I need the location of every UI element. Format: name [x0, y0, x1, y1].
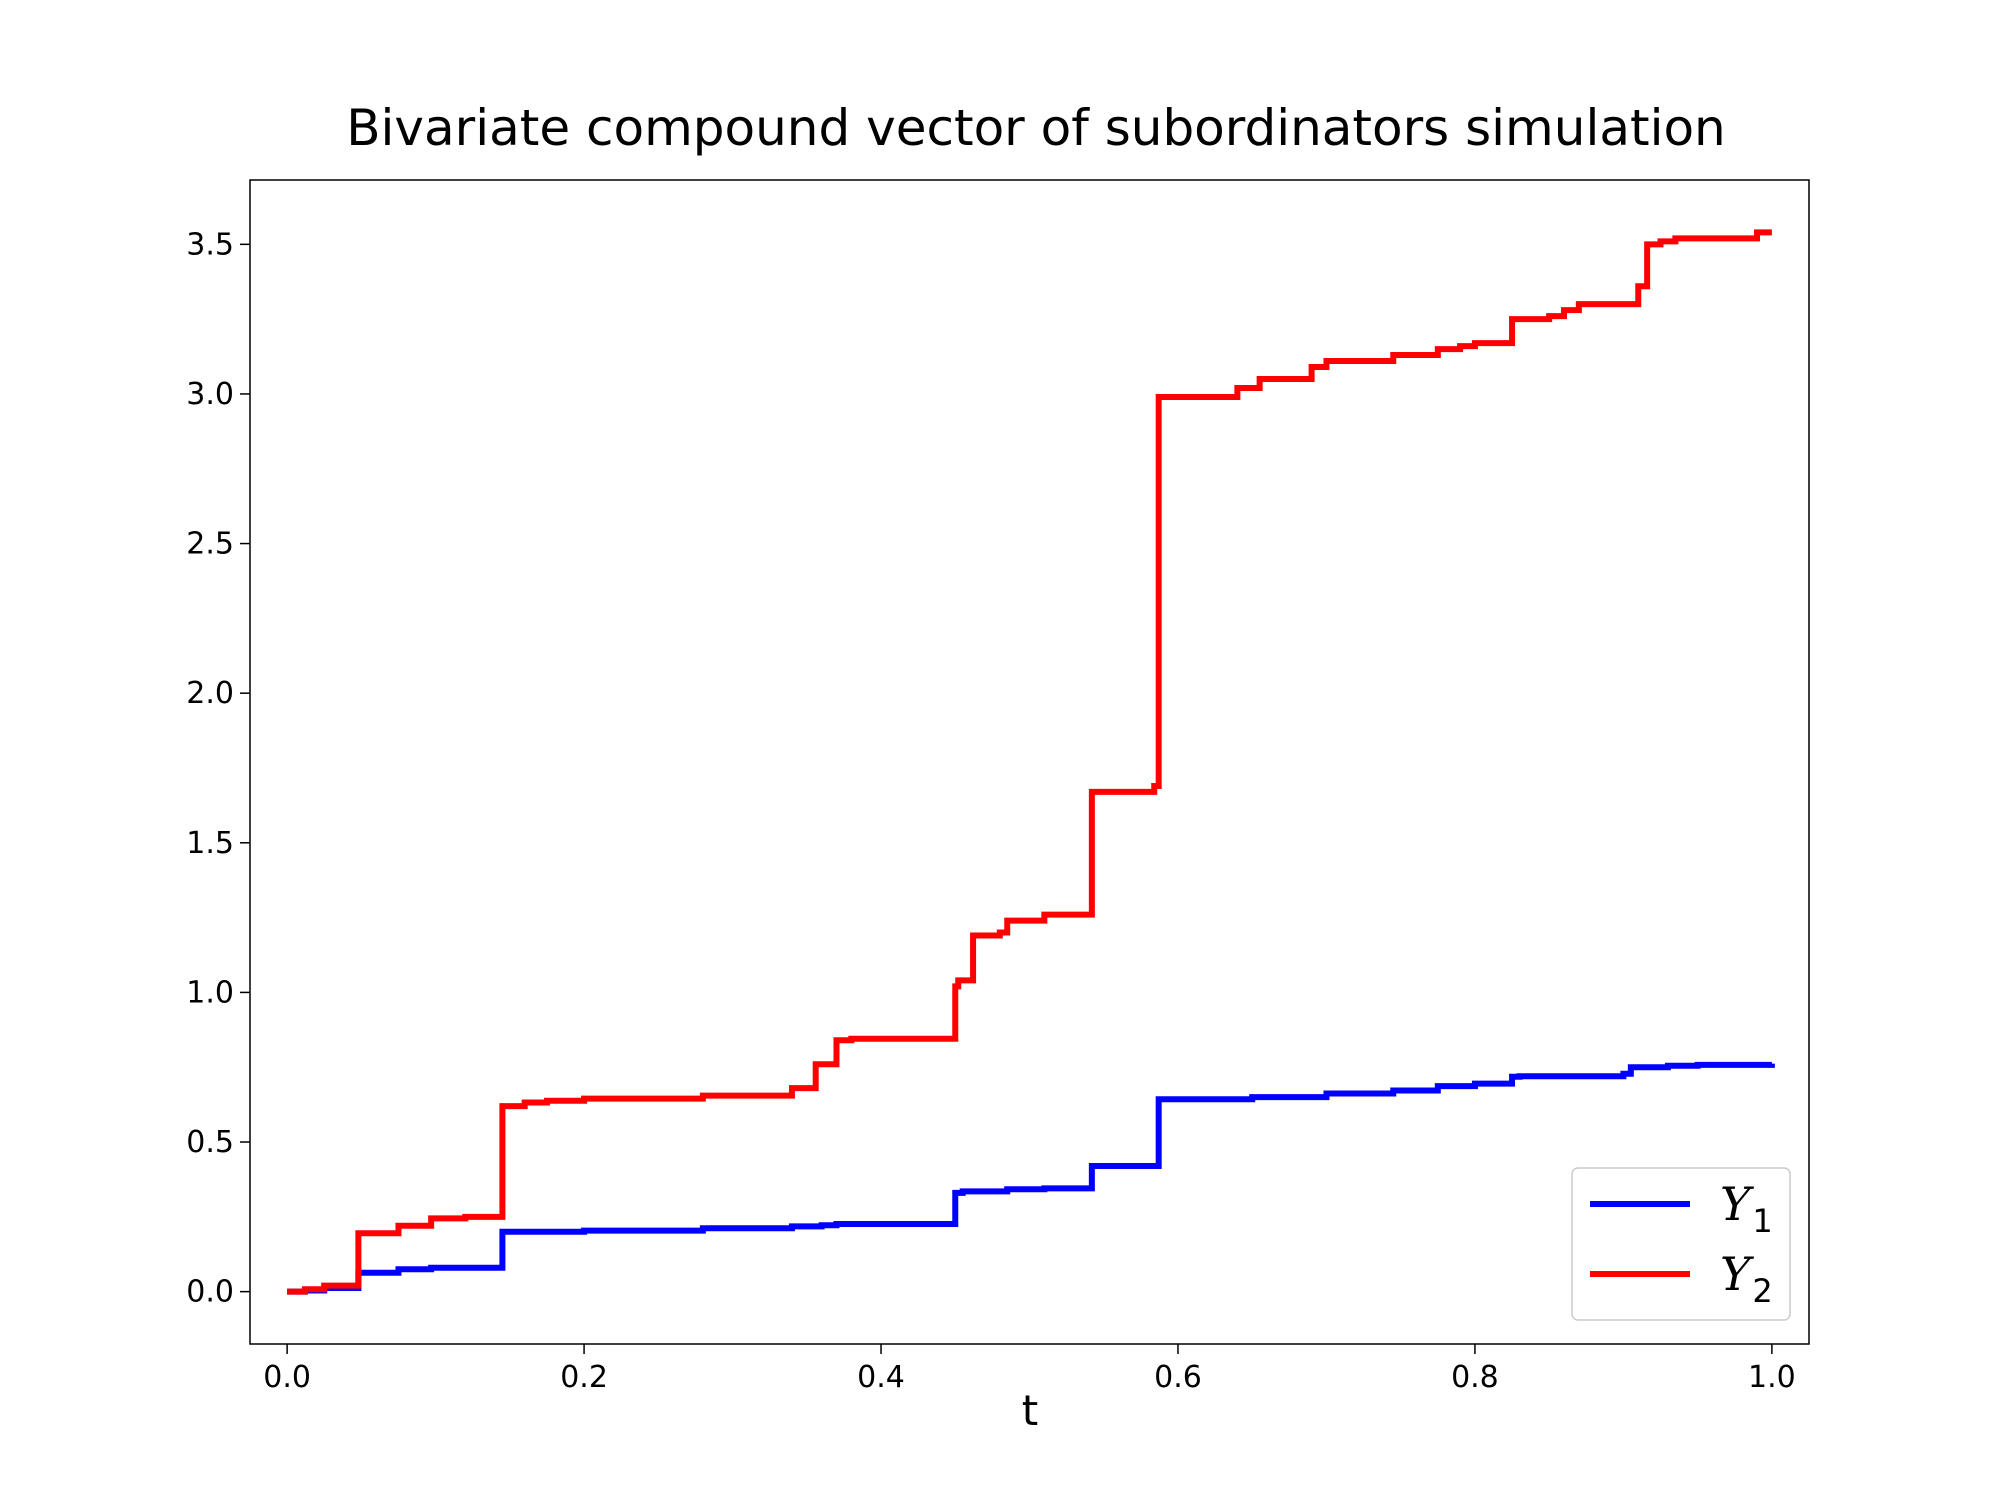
- plot-frame: [249, 179, 1810, 1345]
- series-line-2: [287, 229, 1772, 1295]
- x-tick-label: 0.0: [263, 1360, 311, 1395]
- legend-series-name: Y: [1720, 1247, 1755, 1301]
- legend-series-subscript: 1: [1752, 1202, 1772, 1240]
- x-tick-label: 0.6: [1154, 1360, 1202, 1395]
- chart-title: Bivariate compound vector of subordinato…: [346, 99, 1726, 157]
- y-tick-label: 2.0: [186, 676, 234, 711]
- x-tick-label: 0.2: [560, 1360, 608, 1395]
- x-tick-label: 0.4: [857, 1360, 905, 1395]
- y-tick-label: 0.5: [186, 1125, 234, 1160]
- y-axis: 0.0 0.5 1.0 1.5 2.0 2.5 3.0 3.5: [186, 227, 250, 1310]
- series-line-1: [287, 1061, 1775, 1295]
- y-tick-label: 3.0: [186, 377, 234, 412]
- x-axis-label: t: [1022, 1386, 1038, 1435]
- y-tick-label: 1.0: [186, 975, 234, 1010]
- y-tick-label: 1.5: [186, 826, 234, 861]
- legend-entry-2: Y2: [1720, 1247, 1773, 1310]
- legend-series-subscript: 2: [1752, 1272, 1772, 1310]
- y-tick-label: 3.5: [186, 227, 234, 262]
- x-axis: 0.0 0.2 0.4 0.6 0.8 1.0: [263, 1344, 1796, 1395]
- x-tick-label: 1.0: [1748, 1360, 1796, 1395]
- y-tick-label: 0.0: [186, 1275, 234, 1310]
- series-layer: [287, 229, 1775, 1295]
- x-tick-label: 0.8: [1451, 1360, 1499, 1395]
- legend-series-name: Y: [1720, 1177, 1755, 1231]
- legend-entry-1: Y1: [1720, 1177, 1773, 1240]
- y-tick-label: 2.5: [186, 527, 234, 562]
